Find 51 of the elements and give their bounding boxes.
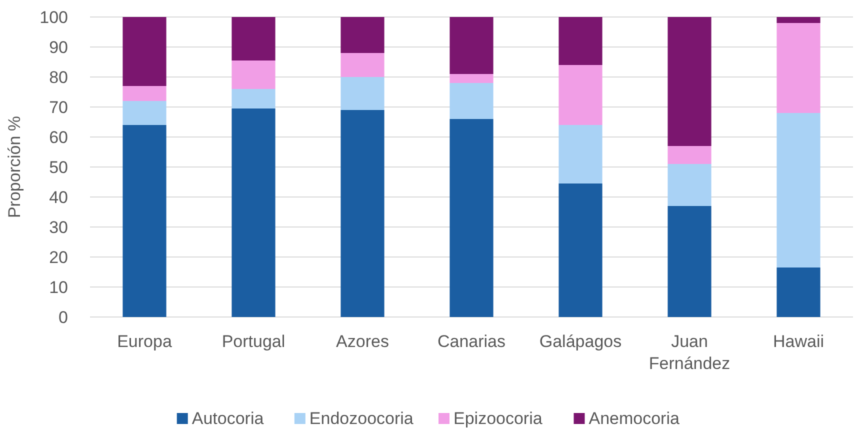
bar: [776, 17, 820, 23]
y-tick-label: 40: [49, 188, 68, 207]
x-tick-label: Portugal: [222, 332, 286, 351]
bar: [340, 77, 384, 110]
bar: [776, 268, 820, 317]
bar: [558, 65, 602, 125]
bar: [232, 108, 276, 317]
y-tick-label: 100: [40, 8, 68, 27]
y-axis-title: Proporción %: [5, 116, 24, 218]
bar: [450, 119, 494, 317]
y-tick-label: 50: [49, 158, 68, 177]
legend-label: Autocoria: [192, 409, 264, 428]
bar: [232, 89, 276, 108]
legend-label: Endozoocoria: [309, 409, 414, 428]
bar: [122, 101, 166, 125]
bar: [668, 146, 712, 164]
bar: [232, 17, 276, 60]
bar: [450, 74, 494, 83]
legend-label: Epizoocoria: [454, 409, 543, 428]
bar: [122, 86, 166, 101]
bar: [776, 23, 820, 113]
bar: [232, 60, 276, 89]
bar: [776, 113, 820, 268]
x-tick-label: Azores: [336, 332, 389, 351]
bar: [668, 164, 712, 206]
y-tick-label: 90: [49, 38, 68, 57]
bar: [668, 206, 712, 317]
x-tick-label: Europa: [117, 332, 172, 351]
y-tick-label: 0: [58, 308, 68, 327]
y-tick-label: 70: [49, 98, 68, 117]
bar: [558, 184, 602, 317]
x-tick-label: Juan Fernández: [648, 332, 730, 373]
y-tick-label: 80: [49, 68, 68, 87]
y-tick-label: 10: [49, 278, 68, 297]
y-tick-label: 20: [49, 248, 68, 267]
bar: [450, 83, 494, 119]
x-tick-label: Canarias: [437, 332, 506, 351]
legend-label: Anemocoria: [588, 409, 680, 428]
bar: [450, 17, 494, 74]
bar: [340, 53, 384, 77]
bar: [340, 17, 384, 53]
bar: [122, 125, 166, 317]
bar: [122, 17, 166, 86]
bar: [558, 125, 602, 184]
y-tick-label: 60: [49, 128, 68, 147]
y-tick-label: 30: [49, 218, 68, 237]
bar: [668, 17, 712, 146]
bar: [558, 17, 602, 65]
x-tick-label: Galápagos: [539, 332, 622, 351]
x-tick-label: Hawaii: [772, 332, 824, 351]
bar: [340, 110, 384, 317]
